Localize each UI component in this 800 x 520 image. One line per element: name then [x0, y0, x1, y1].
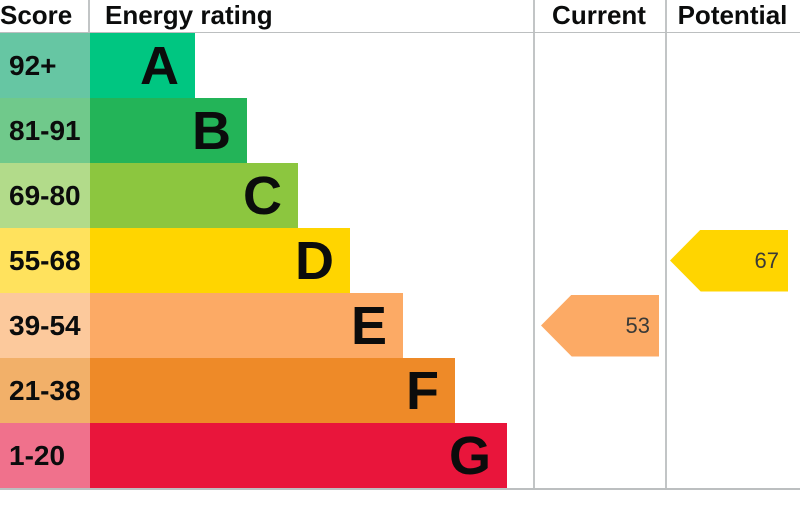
- potential-value: 67: [754, 247, 779, 273]
- rating-letter: A: [140, 35, 179, 96]
- score-cell: 81-91: [0, 98, 90, 163]
- band-row-e: 39-54 E: [0, 293, 533, 358]
- score-cell: 39-54: [0, 293, 90, 358]
- band-row-b: 81-91 B: [0, 98, 533, 163]
- header-energy-rating: Energy rating: [105, 0, 273, 30]
- rating-bar: F: [90, 358, 455, 423]
- potential-arrow: 67: [670, 229, 788, 292]
- band-row-a: 92+ A: [0, 33, 533, 98]
- score-cell: 1-20: [0, 423, 90, 488]
- band-row-c: 69-80 C: [0, 163, 533, 228]
- band-row-f: 21-38 F: [0, 358, 533, 423]
- header-potential: Potential: [677, 0, 788, 30]
- rating-letter: E: [350, 295, 387, 356]
- chart-baseline: [0, 488, 800, 490]
- divider-rating-current: [533, 0, 535, 489]
- divider-current-potential: [665, 0, 667, 489]
- rating-bar: E: [90, 293, 403, 358]
- score-cell: 69-80: [0, 163, 90, 228]
- rating-bar: A: [90, 33, 195, 98]
- current-value: 53: [625, 312, 650, 338]
- score-cell: 92+: [0, 33, 90, 98]
- rating-letter: G: [448, 425, 491, 486]
- rating-bar: B: [90, 98, 247, 163]
- current-arrow: 53: [541, 294, 659, 357]
- rating-letter: F: [406, 360, 439, 421]
- band-row-d: 55-68 D: [0, 228, 533, 293]
- header-score: Score: [0, 0, 73, 30]
- rating-letter: C: [243, 165, 282, 226]
- score-cell: 55-68: [0, 228, 90, 293]
- rating-bar: D: [90, 228, 350, 293]
- rating-bar: C: [90, 163, 298, 228]
- header-underline: [0, 32, 800, 33]
- rating-letter: B: [192, 100, 231, 161]
- score-cell: 21-38: [0, 358, 90, 423]
- header-current: Current: [552, 0, 646, 30]
- rating-bar: G: [90, 423, 507, 488]
- band-row-g: 1-20 G: [0, 423, 533, 488]
- rating-letter: D: [295, 230, 334, 291]
- divider-score-rating: [88, 0, 90, 32]
